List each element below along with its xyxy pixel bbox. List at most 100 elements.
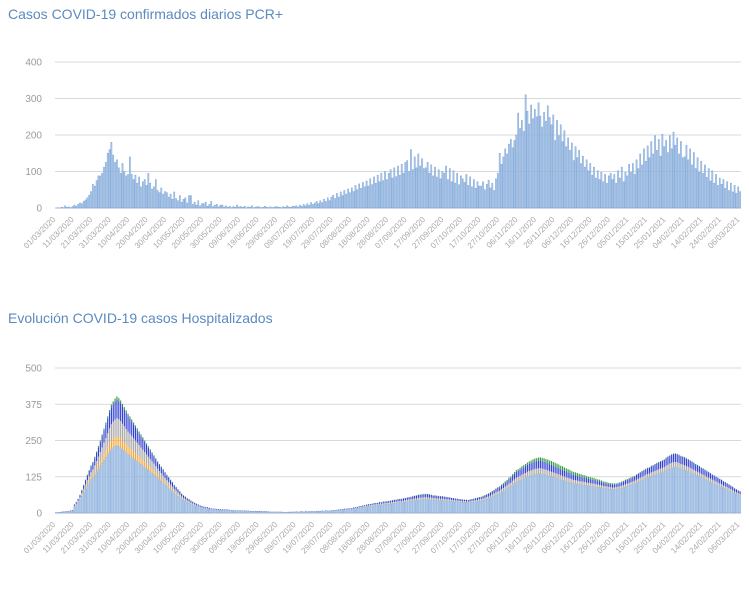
- bar-blue-segment: [218, 508, 220, 510]
- bar-light-blue-segment: [230, 510, 233, 514]
- bar: [171, 199, 174, 209]
- bar-light-blue-segment: [498, 493, 501, 514]
- bar-light-blue-segment: [484, 499, 486, 514]
- bar-light-blue-segment: [241, 510, 244, 514]
- bar-gray-segment: [131, 435, 133, 450]
- bar-gray-segment: [181, 496, 183, 499]
- bar-blue-segment: [195, 503, 198, 506]
- bar-orange-segment: [136, 455, 138, 462]
- bar-light-blue-segment: [121, 449, 124, 514]
- bar-blue-segment: [478, 497, 480, 500]
- bar-light-blue-segment: [153, 474, 155, 514]
- bar-light-blue-segment: [66, 511, 68, 514]
- bar: [633, 174, 636, 209]
- bar-gray-segment: [539, 468, 541, 473]
- bar: [336, 193, 338, 209]
- bar-gray-segment: [134, 440, 137, 454]
- bar-gray-segment: [123, 426, 125, 443]
- bar-light-blue-segment: [506, 488, 508, 514]
- bar-gray-segment: [735, 492, 737, 495]
- bar: [548, 117, 551, 209]
- bar: [269, 206, 272, 209]
- bar-gray-segment: [659, 468, 662, 473]
- bar: [443, 173, 446, 209]
- bar-light-blue-segment: [674, 467, 677, 514]
- bar: [543, 112, 545, 209]
- bar-gray-segment: [96, 461, 98, 469]
- bar-green-segment: [415, 495, 418, 496]
- bar-blue-segment: [225, 509, 227, 511]
- bar-light-blue-segment: [338, 509, 340, 514]
- bar-light-blue-segment: [341, 509, 344, 514]
- bar: [275, 206, 277, 209]
- bar-light-blue-segment: [563, 480, 566, 514]
- bar: [534, 109, 536, 209]
- bar-green-segment: [665, 457, 667, 459]
- bar-blue-segment: [380, 502, 382, 504]
- bar-green-segment: [532, 459, 534, 463]
- bar-gray-segment: [480, 499, 482, 501]
- bar-light-blue-segment: [282, 511, 285, 514]
- bar-light-blue-segment: [71, 510, 74, 514]
- bar: [607, 175, 610, 209]
- bar: [241, 207, 244, 209]
- bar-light-blue-segment: [254, 511, 257, 514]
- bar-light-blue-segment: [539, 473, 542, 514]
- bar-light-blue-segment: [94, 474, 96, 514]
- bar-gray-segment: [510, 482, 512, 487]
- bar-blue-segment: [458, 499, 460, 501]
- bar-blue-segment: [131, 421, 133, 436]
- bar-blue-segment: [639, 472, 641, 478]
- bar: [485, 184, 488, 209]
- bar-gray-segment: [443, 499, 445, 501]
- bar-green-segment: [153, 455, 155, 457]
- bar-blue-segment: [125, 412, 127, 429]
- bar-blue-segment: [408, 497, 410, 500]
- bar: [356, 189, 359, 209]
- bar-gray-segment: [645, 474, 647, 479]
- bar-light-blue-segment: [302, 511, 305, 514]
- bar-gray-segment: [90, 472, 92, 478]
- bar-orange-segment: [580, 484, 582, 485]
- bar-blue-segment: [129, 418, 131, 434]
- bar-gray-segment: [199, 506, 201, 508]
- bar: [341, 195, 344, 209]
- bar-orange-segment: [131, 449, 133, 458]
- bar: [569, 150, 571, 209]
- bar-gray-segment: [395, 501, 397, 503]
- bar-blue-segment: [696, 465, 699, 472]
- bar: [114, 162, 116, 209]
- bar-blue-segment: [593, 479, 595, 484]
- bar-gray-segment: [513, 479, 516, 483]
- bar-light-blue-segment: [654, 474, 656, 514]
- bar-light-blue-segment: [698, 476, 701, 514]
- bar: [151, 188, 153, 209]
- bar-gray-segment: [654, 470, 656, 475]
- bar-gray-segment: [615, 487, 617, 489]
- bar-green-segment: [136, 428, 138, 431]
- bar-light-blue-segment: [432, 499, 434, 514]
- bar-light-blue-segment: [77, 502, 79, 514]
- bar-green-segment: [554, 462, 556, 467]
- bar-gray-segment: [391, 501, 394, 504]
- bar-light-blue-segment: [528, 475, 531, 514]
- bar-blue-segment: [735, 489, 737, 493]
- bar-blue-segment: [86, 475, 88, 481]
- bar-gray-segment: [696, 471, 699, 476]
- bar: [350, 187, 353, 209]
- bar: [606, 182, 608, 209]
- bar-orange-segment: [101, 457, 103, 464]
- bar-orange-segment: [595, 486, 597, 487]
- bar-gray-segment: [155, 466, 157, 473]
- bar-blue-segment: [223, 509, 225, 510]
- bar-light-blue-segment: [421, 499, 423, 514]
- bar-blue-segment: [482, 496, 484, 499]
- bar-light-blue-segment: [160, 480, 163, 514]
- bar-light-blue-segment: [593, 486, 595, 514]
- bar-green-segment: [698, 466, 700, 467]
- bar: [410, 149, 412, 209]
- bar-green-segment: [600, 480, 602, 482]
- bar-blue-segment: [406, 497, 408, 500]
- bar: [77, 204, 79, 209]
